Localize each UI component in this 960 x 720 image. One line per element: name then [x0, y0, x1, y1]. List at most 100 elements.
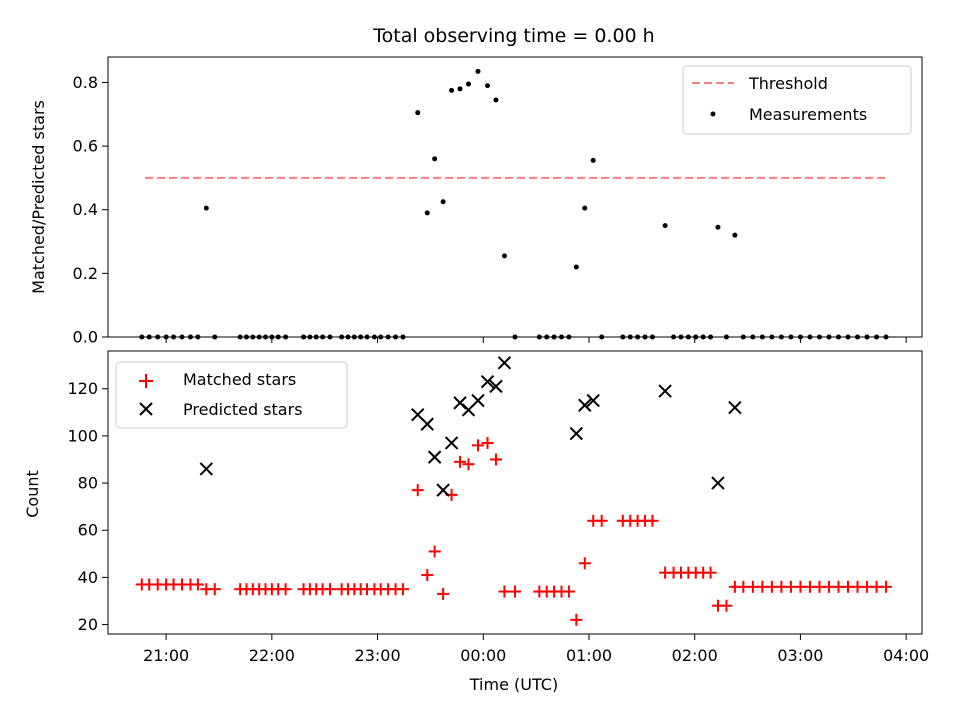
matched-stars-point — [489, 453, 502, 466]
predicted-stars-point — [444, 436, 459, 450]
y-tick-label: 100 — [67, 426, 98, 445]
series-measurements — [139, 68, 889, 340]
measurement-point — [465, 81, 471, 87]
matched-stars-point — [279, 583, 292, 596]
predicted-stars-point — [569, 426, 584, 441]
measurement-point — [432, 156, 438, 162]
series-matched-stars — [135, 436, 893, 626]
measurement-point — [440, 199, 446, 205]
top-legend-frame — [682, 65, 912, 135]
measurement-point — [732, 232, 738, 238]
matched-stars-point — [481, 436, 494, 449]
bottom-legend: Matched stars Predicted stars — [115, 361, 348, 429]
matched-stars-point — [509, 585, 521, 598]
predicted-stars-point — [199, 462, 214, 476]
measurement-point — [457, 86, 463, 92]
threshold-legend-label: Threshold — [748, 74, 828, 93]
x-tick-label: 01:00 — [566, 646, 612, 665]
predicted-stars-point — [711, 476, 725, 490]
x-tick-label: 23:00 — [355, 646, 401, 665]
y-tick-label: 0.2 — [73, 264, 98, 283]
measurement-point — [501, 253, 507, 259]
bottom-plot-frame — [107, 350, 923, 635]
x-tick-label: 04:00 — [883, 646, 929, 665]
matched-stars-point — [570, 613, 583, 626]
matched-stars-point — [324, 583, 336, 596]
predicted-stars-point — [586, 393, 600, 408]
top-legend: Threshold Measurements — [682, 65, 912, 135]
matched-stars-point — [208, 583, 221, 596]
matched-stars-point — [191, 578, 204, 591]
y-tick-label: 0.8 — [73, 73, 98, 92]
y-tick-label: 0.4 — [73, 200, 98, 219]
x-tick-label: 00:00 — [460, 646, 506, 665]
y-tick-label: 120 — [67, 379, 98, 398]
bottom-y-axis: 20 40 60 80 100 120 — [67, 379, 108, 634]
bottom-data-marks — [135, 356, 893, 626]
measurements-legend-label: Measurements — [749, 105, 867, 124]
matched-stars-point — [578, 557, 591, 570]
predicted-legend-marker — [139, 402, 153, 416]
measurement-point — [203, 205, 209, 211]
top-data-marks — [139, 68, 889, 340]
predicted-stars-point — [728, 400, 742, 415]
bottom-y-axis-label: Count — [23, 470, 42, 518]
matched-stars-point — [595, 514, 608, 527]
top-x-axis — [165, 337, 907, 343]
predicted-stars-point — [578, 398, 592, 412]
matched-stars-point — [720, 599, 733, 612]
measurement-point — [485, 83, 491, 89]
measurement-point — [475, 68, 481, 74]
measurement-point — [449, 87, 455, 93]
top-y-axis-label: Matched/Predicted stars — [29, 100, 48, 294]
x-tick-label: 21:00 — [143, 646, 189, 665]
matched-stars-point — [454, 455, 467, 468]
predicted-stars-point — [489, 379, 503, 394]
top-y-axis: 0.0 0.2 0.4 0.6 0.8 — [73, 73, 108, 347]
measurement-point — [715, 224, 721, 230]
measurement-point — [493, 97, 499, 103]
series-predicted-stars — [199, 356, 742, 497]
measurement-point — [424, 210, 430, 216]
predicted-legend-label: Predicted stars — [183, 400, 303, 419]
measurement-point — [573, 264, 579, 270]
predicted-stars-point — [427, 450, 442, 464]
matched-stars-point — [704, 566, 717, 579]
x-tick-label: 22:00 — [249, 646, 295, 665]
predicted-stars-point — [658, 384, 672, 398]
top-plot-frame — [107, 56, 923, 338]
predicted-stars-point — [480, 374, 495, 389]
matched-stars-point — [437, 587, 450, 600]
y-tick-label: 20 — [78, 615, 98, 634]
y-tick-label: 0.6 — [73, 137, 98, 156]
matched-stars-point — [421, 569, 434, 582]
predicted-stars-point — [436, 483, 450, 497]
measurement-point — [662, 223, 668, 229]
matched-stars-point — [396, 583, 409, 596]
bottom-legend-frame — [115, 361, 348, 429]
x-tick-label: 03:00 — [777, 646, 823, 665]
matched-stars-point — [498, 585, 511, 598]
measurement-point — [582, 205, 588, 211]
predicted-stars-point — [471, 393, 485, 408]
y-tick-label: 40 — [78, 568, 98, 587]
bottom-x-axis-label: Time (UTC) — [469, 675, 558, 694]
matched-legend-label: Matched stars — [183, 370, 296, 389]
matched-legend-marker — [139, 374, 153, 388]
matched-stars-point — [562, 585, 575, 598]
y-tick-label: 60 — [78, 521, 98, 540]
matched-stars-point — [880, 580, 893, 593]
measurement-point — [415, 110, 421, 116]
matched-stars-point — [462, 458, 475, 471]
predicted-stars-point — [497, 356, 512, 370]
y-tick-label: 0.0 — [73, 328, 98, 347]
measurements-legend-marker — [710, 111, 716, 117]
matched-stars-point — [646, 514, 659, 527]
top-chart-title: Total observing time = 0.00 h — [372, 25, 654, 47]
y-tick-label: 80 — [78, 474, 98, 493]
x-tick-label: 02:00 — [672, 646, 718, 665]
matched-stars-point — [428, 545, 441, 558]
predicted-stars-point — [420, 417, 434, 431]
matched-stars-point — [411, 484, 424, 497]
